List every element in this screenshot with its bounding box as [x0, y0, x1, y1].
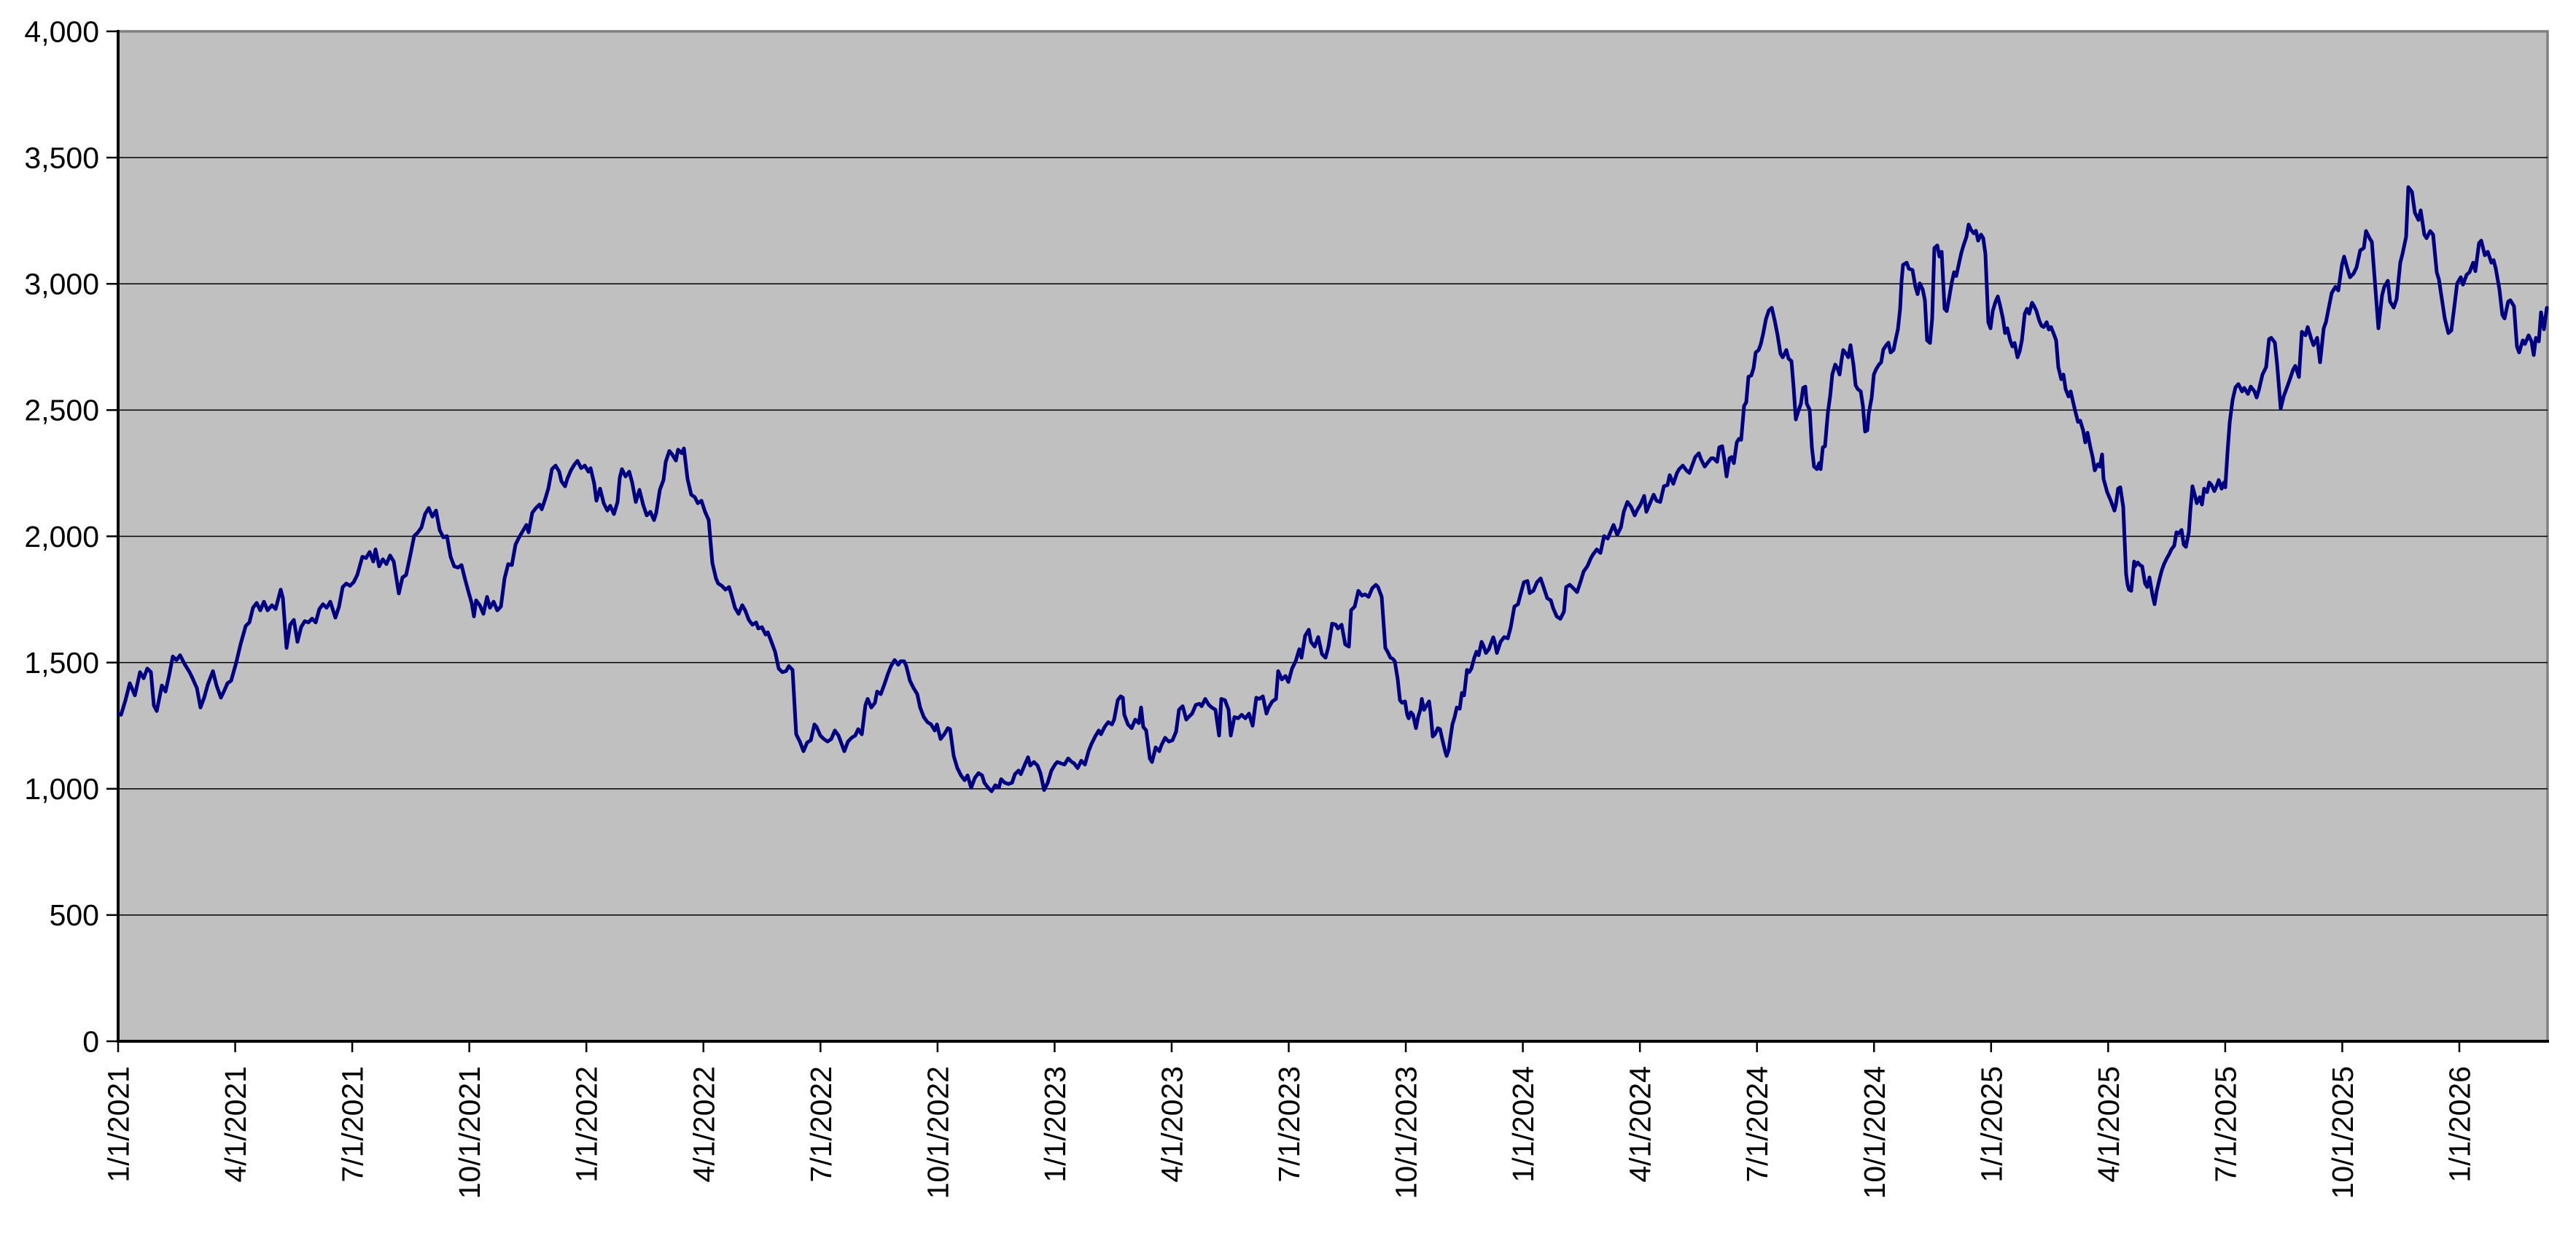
- x-tick-label: 1/1/2022: [570, 1066, 604, 1183]
- x-tick-label: 4/1/2023: [1155, 1066, 1188, 1183]
- y-tick-label: 1,500: [24, 646, 99, 680]
- x-tick-label: 10/1/2024: [1858, 1066, 1891, 1199]
- y-tick-label: 0: [82, 1024, 99, 1058]
- y-tick-label: 500: [50, 898, 99, 932]
- gridlines: [118, 157, 2548, 916]
- y-tick-label: 1,000: [24, 772, 99, 806]
- x-tick-label: 7/1/2023: [1272, 1066, 1306, 1183]
- x-tick-label: 1/1/2021: [102, 1066, 136, 1183]
- x-tick-label: 4/1/2022: [687, 1066, 720, 1183]
- y-tick-label: 2,000: [24, 520, 99, 553]
- x-tick-label: 7/1/2025: [2209, 1066, 2242, 1183]
- x-tick-label: 4/1/2025: [2092, 1066, 2125, 1183]
- x-tick-label: 1/1/2026: [2443, 1066, 2477, 1183]
- x-tick-label: 7/1/2022: [804, 1066, 838, 1183]
- x-tick-label: 4/1/2021: [219, 1066, 252, 1183]
- y-tick-label: 4,000: [24, 15, 99, 48]
- x-tick-label: 10/1/2023: [1390, 1066, 1423, 1199]
- x-axis: 1/1/2021 4/1/2021 7/1/2021 10/1/2021 1/1/202…: [102, 1041, 2477, 1199]
- y-tick-label: 3,500: [24, 141, 99, 174]
- price-line-series: [117, 185, 2549, 793]
- x-tick-label: 10/1/2025: [2326, 1066, 2359, 1199]
- x-tick-label: 10/1/2022: [921, 1066, 954, 1199]
- x-tick-label: 10/1/2021: [453, 1066, 486, 1199]
- y-axis: 0 500 1,000 1,500 2,000 2,500 3,000 3,500 4,000: [24, 15, 118, 1058]
- x-tick-label: 1/1/2024: [1506, 1066, 1540, 1183]
- y-tick-label: 2,500: [24, 394, 99, 427]
- x-tick-label: 7/1/2021: [336, 1066, 370, 1183]
- x-tick-label: 1/1/2025: [1974, 1066, 2008, 1183]
- x-tick-label: 1/1/2023: [1038, 1066, 1072, 1183]
- y-tick-label: 3,000: [24, 268, 99, 301]
- x-tick-label: 4/1/2024: [1624, 1066, 1657, 1183]
- x-tick-label: 7/1/2024: [1740, 1066, 1774, 1183]
